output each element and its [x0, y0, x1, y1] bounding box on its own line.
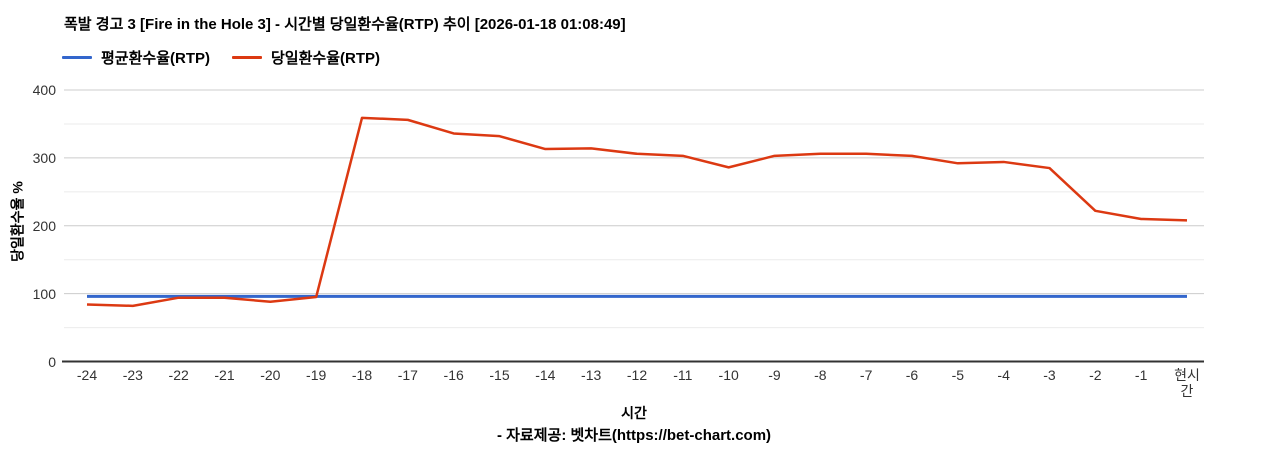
y-tick-label: 300	[32, 149, 56, 166]
x-tick-label: -15	[489, 367, 510, 383]
x-tick-label: -10	[718, 367, 739, 383]
chart-title: 폭발 경고 3 [Fire in the Hole 3] - 시간별 당일환수율…	[64, 16, 626, 33]
x-tick-label: -20	[260, 367, 281, 383]
x-tick-label: -17	[397, 367, 418, 383]
x-tick-label: 현시간	[1174, 367, 1200, 399]
x-tick-label: -19	[306, 367, 327, 383]
y-tick-label: 400	[32, 82, 56, 98]
x-tick-label: -1	[1134, 367, 1148, 383]
legend-line-swatch-daily	[232, 56, 262, 59]
legend-item-daily: 당일환수율(RTP)	[232, 49, 380, 67]
x-tick-label: -3	[1043, 367, 1056, 383]
x-tick-label: -6	[905, 367, 919, 383]
x-tick-label: -13	[581, 367, 602, 383]
x-tick-label: -18	[351, 367, 373, 383]
legend-label-average: 평균환수율(RTP)	[101, 50, 210, 67]
x-tick-label: -21	[214, 367, 235, 383]
y-tick-label: 200	[32, 217, 56, 234]
x-tick-label: -11	[673, 367, 693, 383]
x-tick-label: -5	[951, 367, 965, 383]
y-tick-label: 0	[48, 353, 56, 370]
x-tick-label: -23	[122, 367, 143, 383]
y-axis-title: 당일환수율 %	[9, 181, 26, 262]
legend-item-average: 평균환수율(RTP)	[62, 49, 210, 67]
x-tick-label: -8	[814, 367, 827, 383]
x-tick-label: -16	[443, 367, 464, 383]
x-tick-label: -14	[535, 367, 556, 383]
legend-line-swatch-average	[62, 56, 92, 59]
x-tick-label: -12	[626, 367, 648, 383]
series-line-daily-rtp	[86, 116, 1188, 308]
x-tick-label: -24	[76, 367, 98, 383]
x-tick-label: -2	[1089, 367, 1102, 383]
x-axis-title: 시간	[621, 405, 647, 421]
x-tick-label: -7	[859, 367, 873, 383]
source-credit: - 자료제공: 벳차트(https://bet-chart.com)	[496, 427, 772, 444]
x-tick-label: -4	[997, 367, 1010, 383]
x-tick-label: -9	[768, 367, 781, 383]
x-tick-label: -22	[168, 367, 189, 383]
legend-label-daily: 당일환수율(RTP)	[271, 50, 380, 67]
y-tick-label: 100	[32, 285, 56, 302]
